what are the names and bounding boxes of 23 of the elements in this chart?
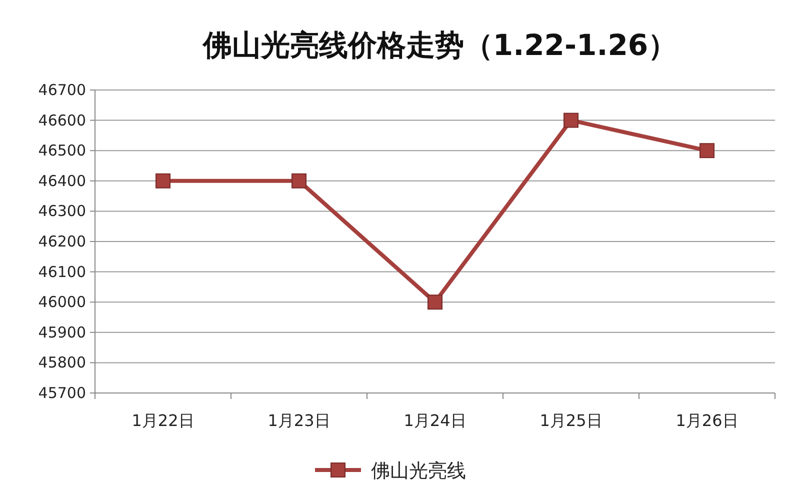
- y-tick-label: 46300: [38, 202, 86, 220]
- y-tick-label: 45900: [38, 323, 86, 342]
- y-tick-label: 46700: [38, 81, 86, 99]
- y-tick-label: 46100: [38, 262, 86, 281]
- x-tick-label: 1月24日: [404, 411, 466, 430]
- x-tick-label: 1月22日: [132, 411, 194, 430]
- legend-label: 佛山光亮线: [371, 460, 466, 482]
- y-tick-label: 46400: [38, 172, 86, 190]
- y-tick-label: 45800: [38, 354, 86, 372]
- y-tick-label: 46600: [38, 111, 86, 130]
- point: [564, 112, 578, 128]
- point: [428, 294, 442, 310]
- point: [156, 173, 170, 188]
- point: [292, 173, 306, 188]
- y-tick-label: 46000: [38, 293, 86, 312]
- x-tick-label: 1月23日: [268, 411, 330, 430]
- x-tick-label: 1月26日: [676, 411, 738, 430]
- y-tick-label: 46200: [38, 232, 86, 250]
- y-tick-label: 46500: [38, 142, 86, 160]
- x-tick-label: 1月25日: [540, 411, 602, 430]
- point: [700, 143, 714, 158]
- y-tick-label: 45700: [38, 384, 86, 402]
- chart-title: 佛山光亮线价格走势（1.22-1.26）: [202, 28, 678, 62]
